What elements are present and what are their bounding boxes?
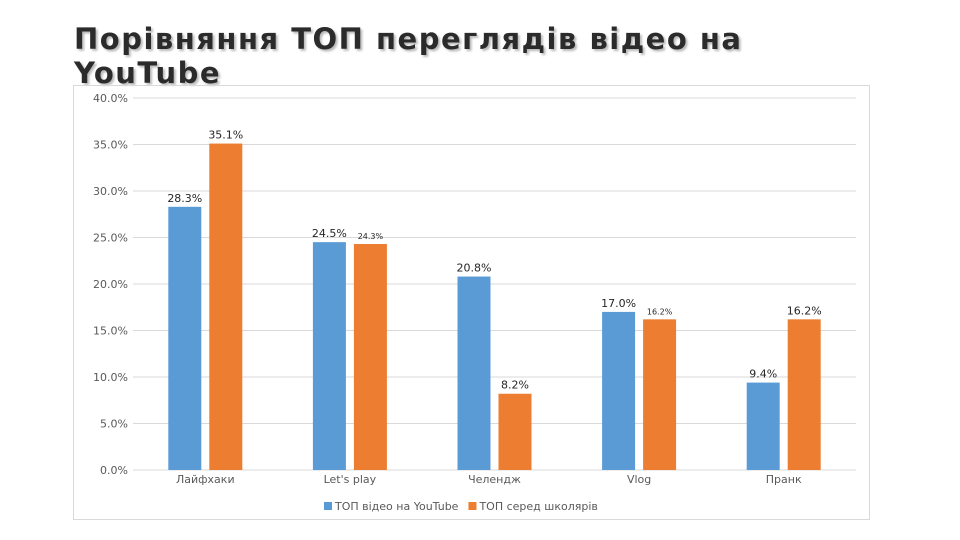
data-label: 28.3% (167, 192, 202, 205)
bar-челендж-series-2 (498, 393, 532, 470)
bar-let-s-play-series-2 (353, 244, 387, 470)
data-label: 16.2% (787, 304, 822, 317)
y-tick-label: 20.0% (93, 278, 128, 291)
slide-title: Порівняння ТОП переглядів відео на YouTu… (74, 22, 743, 90)
chart-area (73, 85, 870, 520)
data-label: 24.3% (358, 232, 384, 241)
bar-пранк-series-1 (746, 382, 780, 470)
category-label: Let's play (324, 473, 377, 486)
data-label: 20.8% (457, 262, 492, 275)
data-label: 8.2% (501, 379, 529, 392)
y-tick-label: 40.0% (93, 92, 128, 105)
category-label: Пранк (766, 473, 802, 486)
y-tick-label: 25.0% (93, 232, 128, 245)
y-axis-ticks: 0.0% 5.0% 10.0% 15.0% 20.0% 25.0% 30.0% 35.0% 40… (93, 92, 128, 477)
legend-swatch (324, 502, 332, 510)
data-label: 16.2% (647, 307, 673, 316)
y-tick-label: 10.0% (93, 371, 128, 384)
bar-лайфхаки-series-1 (168, 206, 202, 470)
data-label: 9.4% (749, 368, 777, 381)
bar-vlog-series-2 (643, 319, 677, 470)
legend-label: ТОП серед школярів (478, 500, 597, 513)
y-tick-label: 15.0% (93, 325, 128, 338)
bar-let-s-play-series-1 (312, 242, 346, 470)
bars (168, 143, 821, 470)
category-label: Челендж (468, 473, 521, 486)
gridlines (133, 97, 856, 471)
y-tick-label: 35.0% (93, 139, 128, 152)
data-label: 35.1% (208, 129, 243, 142)
category-label: Лайфхаки (176, 473, 235, 486)
legend-label: ТОП відео на YouTube (334, 500, 459, 513)
category-label: Vlog (627, 473, 651, 486)
data-labels: 28.3% 35.1% 24.5% 24.3% 20.8% 8.2% 17.0% 16.2% 9… (167, 129, 821, 392)
legend-swatch (468, 502, 477, 510)
y-tick-label: 5.0% (100, 418, 128, 431)
y-tick-label: 30.0% (93, 185, 128, 198)
bar-лайфхаки-series-2 (209, 143, 243, 470)
bar-пранк-series-2 (787, 319, 821, 470)
bar-челендж-series-1 (457, 276, 491, 470)
data-label: 24.5% (312, 227, 347, 240)
bar-vlog-series-1 (602, 311, 636, 470)
legend: ТОП відео на YouTube ТОП серед школярів (324, 500, 598, 513)
x-axis-categories: Лайфхаки Let's play Челендж Vlog Пранк (176, 473, 802, 486)
data-label: 17.0% (601, 297, 636, 310)
y-tick-label: 0.0% (100, 464, 128, 477)
